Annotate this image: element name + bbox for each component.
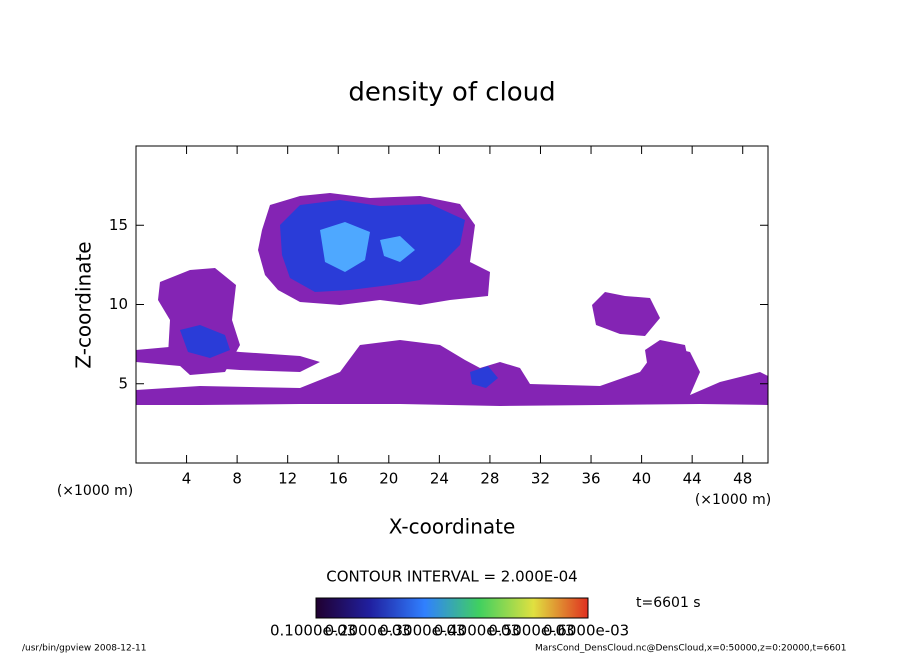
chart-title: density of cloud	[348, 78, 555, 108]
time-label: t=6601 s	[636, 595, 701, 611]
x-tick-label: 44	[683, 470, 702, 488]
y-tick-label: 15	[109, 216, 128, 234]
x-tick-label: 16	[329, 470, 348, 488]
x-tick-label: 24	[430, 470, 449, 488]
x-tick-label: 28	[480, 470, 499, 488]
colorbar-label: 0.4000e-03	[434, 622, 520, 640]
colorbar-label: 0.5000e-03	[488, 622, 574, 640]
x-tick-label: 4	[182, 470, 192, 488]
y-tick-label: 5	[118, 374, 128, 392]
x-tick-label: 12	[278, 470, 297, 488]
colorbar	[315, 597, 589, 619]
colorbar-label: 0.3000e-03	[379, 622, 465, 640]
x-tick-label: 48	[733, 470, 752, 488]
y-tick-label: 10	[109, 295, 128, 313]
y-axis-label: Z-coordinate	[72, 241, 96, 368]
x-axis-label: X-coordinate	[389, 515, 516, 539]
x-unit-label: (×1000 m)	[695, 492, 771, 508]
x-tick-label: 40	[632, 470, 651, 488]
colorbar-label: 0.1000e-03	[270, 622, 356, 640]
footer-left: /usr/bin/gpview 2008-12-11	[22, 644, 146, 654]
x-tick-label: 8	[232, 470, 242, 488]
footer-right: MarsCond_DensCloud.nc@DensCloud,x=0:5000…	[535, 644, 847, 654]
x-tick-label: 36	[581, 470, 600, 488]
x-tick-label: 20	[379, 470, 398, 488]
colorbar-label: 0.6000e-03	[543, 622, 629, 640]
x-unit-label: (×1000 m)	[57, 483, 133, 499]
cloud-core	[180, 200, 498, 388]
contour-interval: CONTOUR INTERVAL = 2.000E-04	[326, 568, 577, 586]
colorbar-label: 0.2000e-03	[325, 622, 411, 640]
x-tick-label: 32	[531, 470, 550, 488]
cloud-peak	[320, 222, 415, 272]
